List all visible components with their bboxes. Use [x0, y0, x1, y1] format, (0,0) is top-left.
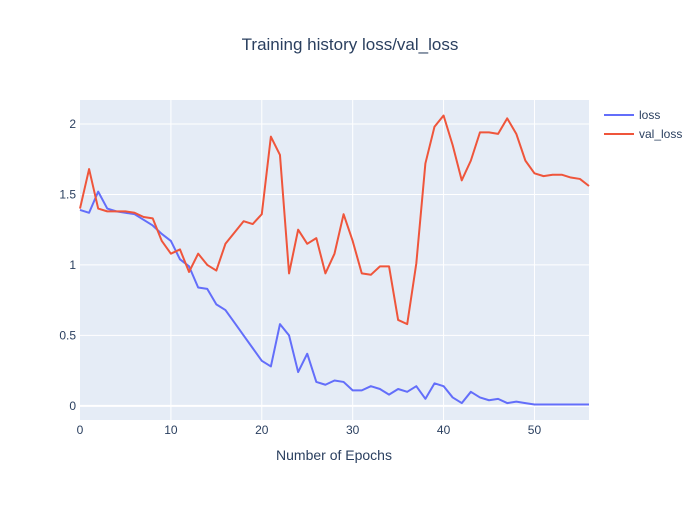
legend-item-val-loss[interactable]: val_loss — [604, 127, 682, 141]
y-tick-label: 0.5 — [59, 328, 76, 342]
x-axis-title: Number of Epochs — [276, 447, 392, 463]
x-tick-label: 40 — [437, 423, 451, 437]
x-tick-label: 20 — [255, 423, 269, 437]
chart-title: Training history loss/val_loss — [242, 35, 459, 54]
series-line-val-loss — [79, 114, 590, 326]
y-tick-label: 0 — [69, 399, 76, 413]
x-tick-label: 50 — [528, 423, 542, 437]
x-tick-label: 10 — [164, 423, 178, 437]
y-axis-ticks: 0 0.5 1 1.5 2 — [59, 117, 76, 413]
legend-label: loss — [639, 108, 660, 122]
series-line-loss — [79, 190, 589, 406]
series-lines — [79, 114, 590, 406]
x-tick-label: 0 — [77, 423, 84, 437]
x-tick-label: 30 — [346, 423, 360, 437]
plot-area — [80, 100, 589, 420]
y-tick-label: 1 — [69, 258, 76, 272]
x-axis-ticks: 0 10 20 30 40 50 — [77, 423, 542, 437]
legend-item-loss[interactable]: loss — [604, 108, 660, 122]
legend[interactable]: loss val_loss — [604, 108, 682, 141]
legend-label: val_loss — [639, 127, 682, 141]
y-tick-label: 1.5 — [59, 187, 76, 201]
y-tick-label: 2 — [69, 117, 76, 131]
